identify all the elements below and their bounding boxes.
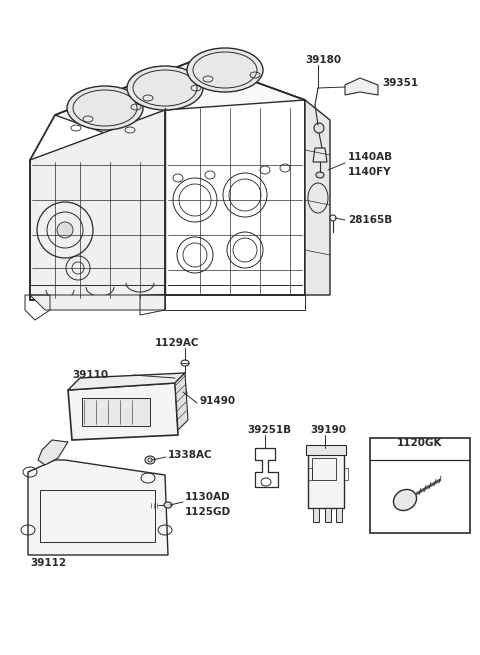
Polygon shape bbox=[165, 100, 305, 295]
Ellipse shape bbox=[314, 123, 324, 133]
Polygon shape bbox=[313, 148, 327, 162]
Text: 39110: 39110 bbox=[72, 370, 108, 380]
Text: 39251B: 39251B bbox=[247, 425, 291, 435]
Polygon shape bbox=[68, 373, 185, 390]
Polygon shape bbox=[30, 295, 165, 310]
Bar bbox=[336, 508, 342, 522]
Polygon shape bbox=[30, 110, 165, 300]
Polygon shape bbox=[55, 60, 305, 155]
Text: 1129AC: 1129AC bbox=[155, 338, 200, 348]
Text: 39180: 39180 bbox=[305, 55, 341, 65]
Ellipse shape bbox=[67, 86, 143, 130]
Polygon shape bbox=[175, 373, 188, 430]
Polygon shape bbox=[165, 295, 305, 310]
Bar bbox=[312, 458, 336, 480]
Ellipse shape bbox=[172, 375, 180, 381]
Ellipse shape bbox=[145, 456, 155, 464]
Polygon shape bbox=[38, 440, 68, 465]
Polygon shape bbox=[175, 383, 185, 395]
Text: 1120GK: 1120GK bbox=[397, 438, 443, 448]
Text: 39351: 39351 bbox=[382, 78, 418, 88]
Bar bbox=[325, 508, 331, 522]
Polygon shape bbox=[28, 460, 168, 555]
Text: 1140FY: 1140FY bbox=[348, 167, 392, 177]
Ellipse shape bbox=[394, 489, 417, 510]
Polygon shape bbox=[305, 100, 330, 295]
Bar bbox=[370, 438, 470, 533]
Text: 91490: 91490 bbox=[200, 396, 236, 406]
Bar bbox=[344, 468, 348, 480]
Polygon shape bbox=[68, 383, 178, 440]
Bar bbox=[308, 468, 312, 480]
Ellipse shape bbox=[164, 502, 172, 508]
Polygon shape bbox=[345, 78, 378, 95]
Text: 28165B: 28165B bbox=[348, 215, 392, 225]
Bar bbox=[82, 398, 150, 426]
Ellipse shape bbox=[316, 172, 324, 178]
Bar bbox=[308, 448, 344, 508]
Bar bbox=[40, 490, 155, 542]
Text: 1338AC: 1338AC bbox=[168, 450, 213, 460]
Text: 1140AB: 1140AB bbox=[348, 152, 393, 162]
Ellipse shape bbox=[127, 66, 203, 110]
Text: 39190: 39190 bbox=[310, 425, 346, 435]
Ellipse shape bbox=[57, 222, 73, 238]
Text: 1125GD: 1125GD bbox=[185, 507, 231, 517]
Bar bbox=[306, 445, 346, 455]
Ellipse shape bbox=[330, 215, 336, 221]
Text: 39112: 39112 bbox=[30, 558, 66, 568]
Text: 1130AD: 1130AD bbox=[185, 492, 230, 502]
Bar bbox=[313, 508, 319, 522]
Ellipse shape bbox=[187, 48, 263, 92]
